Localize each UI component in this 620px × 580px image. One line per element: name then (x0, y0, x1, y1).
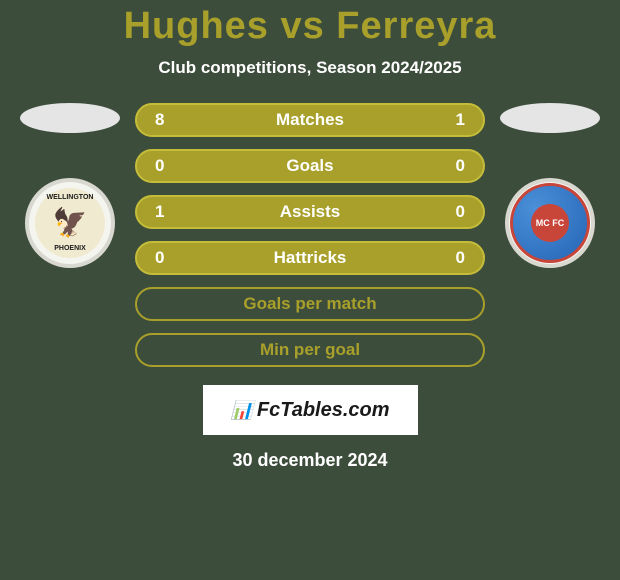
badge-left-text-bottom: PHOENIX (54, 245, 86, 252)
page-title: Hughes vs Ferreyra (124, 5, 497, 48)
stat-label: Assists (280, 202, 340, 222)
stat-label: Goals per match (243, 294, 376, 314)
stat-label: Hattricks (274, 248, 347, 268)
snapshot-date: 30 december 2024 (232, 450, 387, 471)
stat-label: Min per goal (260, 340, 360, 360)
stats-column: 8 Matches 1 0 Goals 0 1 Assists 0 0 Hatt… (135, 103, 485, 367)
stat-row-min-per-goal: Min per goal (135, 333, 485, 367)
stat-row-matches: 8 Matches 1 (135, 103, 485, 137)
stat-left-value: 8 (155, 110, 175, 130)
stat-label: Goals (286, 156, 333, 176)
right-player-column: MC FC (495, 103, 605, 268)
stat-right-value: 1 (445, 110, 465, 130)
stat-right-value: 0 (445, 202, 465, 222)
eagle-icon: 🦅 (53, 209, 88, 237)
stat-right-value: 0 (445, 156, 465, 176)
comparison-card: Hughes vs Ferreyra Club competitions, Se… (0, 0, 620, 580)
stat-left-value: 1 (155, 202, 175, 222)
badge-right-center: MC FC (531, 204, 569, 242)
badge-left-text-top: WELLINGTON (47, 194, 94, 201)
stat-row-hattricks: 0 Hattricks 0 (135, 241, 485, 275)
chart-icon: 📊 (230, 400, 252, 421)
player-photo-placeholder-left (20, 103, 120, 133)
main-row: WELLINGTON 🦅 PHOENIX 8 Matches 1 0 Goals… (0, 103, 620, 367)
wellington-badge-inner: WELLINGTON 🦅 PHOENIX (35, 188, 105, 258)
stat-row-goals-per-match: Goals per match (135, 287, 485, 321)
branding-bar: 📊 FcTables.com (203, 385, 418, 435)
stat-left-value: 0 (155, 156, 175, 176)
stat-label: Matches (276, 110, 344, 130)
player-photo-placeholder-right (500, 103, 600, 133)
subtitle: Club competitions, Season 2024/2025 (158, 58, 461, 78)
stat-row-goals: 0 Goals 0 (135, 149, 485, 183)
branding-text: FcTables.com (257, 399, 390, 422)
stat-right-value: 0 (445, 248, 465, 268)
stat-left-value: 0 (155, 248, 175, 268)
stat-row-assists: 1 Assists 0 (135, 195, 485, 229)
left-player-column: WELLINGTON 🦅 PHOENIX (15, 103, 125, 268)
club-badge-right: MC FC (505, 178, 595, 268)
club-badge-left: WELLINGTON 🦅 PHOENIX (25, 178, 115, 268)
melbourne-badge-inner: MC FC (510, 183, 590, 263)
